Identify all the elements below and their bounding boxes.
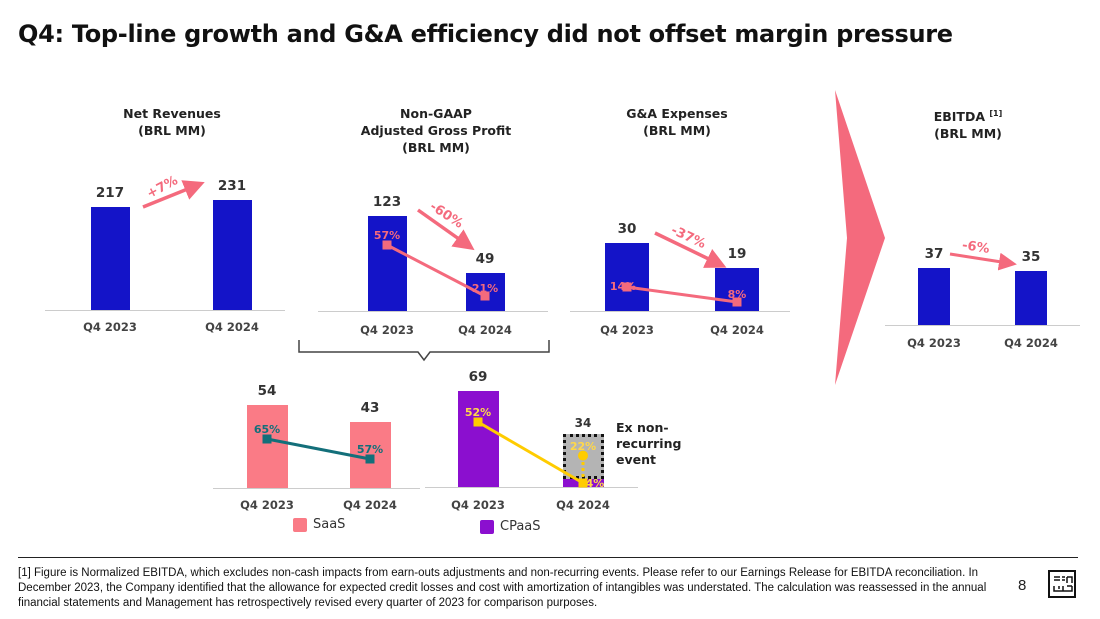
margin-label: 14% [609,280,637,293]
value-label: 231 [217,178,247,195]
bar [246,405,288,488]
footnote-ref: [1] [989,109,1003,118]
value-label: 49 [475,251,495,268]
value-label: 123 [372,194,402,211]
bar [90,206,130,310]
x-axis [318,311,548,312]
ex-non-recurring-label: Ex non-recurring event [616,420,682,467]
x-tick-label: Q4 2024 [1004,336,1058,350]
x-tick-label: Q4 2023 [451,498,505,512]
margin-label: 21% [471,282,499,295]
ga-expenses-title: G&A Expenses (BRL MM) [597,105,757,139]
value-label: 19 [727,245,747,262]
value-label: 35 [1021,249,1041,266]
x-tick-label: Q4 2024 [205,320,259,334]
bar [212,200,252,310]
legend-label: SaaS [313,517,346,532]
ex-value-label: 34 [574,415,592,430]
margin-label: 52% [464,406,492,419]
x-axis [213,488,420,489]
title-line: (BRL MM) [643,123,711,138]
margin-label: 4% [585,477,605,490]
title-line: Net Revenues [123,106,221,121]
slide-title: Q4: Top-line growth and G&A efficiency d… [18,20,953,48]
page-number: 8 [1018,577,1027,594]
footnote-divider [18,557,1078,558]
x-tick-label: Q4 2024 [710,323,764,337]
title-line: (BRL MM) [402,140,470,155]
value-label: 37 [924,246,944,263]
value-label: 43 [360,400,380,417]
title-line: Non-GAAP [400,106,472,121]
legend-swatch [293,517,307,532]
bar [1015,271,1047,325]
x-axis [45,310,285,311]
title-line: EBITDA [933,109,986,125]
x-tick-label: Q4 2023 [600,323,654,337]
legend-label: CPaaS [500,519,541,534]
x-tick-label: Q4 2023 [83,320,137,334]
x-tick-label: Q4 2024 [556,498,610,512]
growth-label: +7% [144,173,181,202]
ebitda-title: EBITDA [1] (BRL MM) [888,105,1048,142]
value-label: 30 [617,220,637,237]
value-label: 69 [468,369,488,386]
x-axis [570,311,790,312]
gross-profit-title: Non-GAAP Adjusted Gross Profit (BRL MM) [346,105,526,156]
ex-margin-label: 22% [569,439,597,453]
legend-swatch [480,519,494,534]
x-tick-label: Q4 2024 [458,323,512,337]
title-line: Adjusted Gross Profit [360,123,512,138]
footnote: [1] Figure is Normalized EBITDA, which e… [18,567,987,609]
margin-label: 57% [356,443,384,456]
title-line: (BRL MM) [138,123,206,138]
margin-label: 57% [373,229,401,242]
x-axis [425,487,638,488]
x-tick-label: Q4 2023 [907,336,961,350]
x-tick-label: Q4 2023 [360,323,414,337]
x-tick-label: Q4 2023 [240,498,294,512]
value-label: 217 [95,184,125,201]
net-revenues-title: Net Revenues (BRL MM) [92,105,252,139]
title-line: (BRL MM) [934,126,1002,142]
bar [605,242,649,311]
title-line: G&A Expenses [626,106,728,121]
margin-label: 8% [727,288,747,301]
zenvia-logo [1048,570,1076,598]
value-label: 54 [257,383,277,400]
growth-label: -37% [668,222,708,253]
legend-saas: SaaS [293,517,345,532]
x-tick-label: Q4 2024 [343,498,397,512]
growth-label: -6% [961,238,991,257]
legend-cpaas: CPaaS [480,519,541,534]
x-axis [885,325,1080,326]
margin-label: 65% [253,423,281,436]
growth-label: -60% [426,199,466,232]
bar [918,268,950,325]
